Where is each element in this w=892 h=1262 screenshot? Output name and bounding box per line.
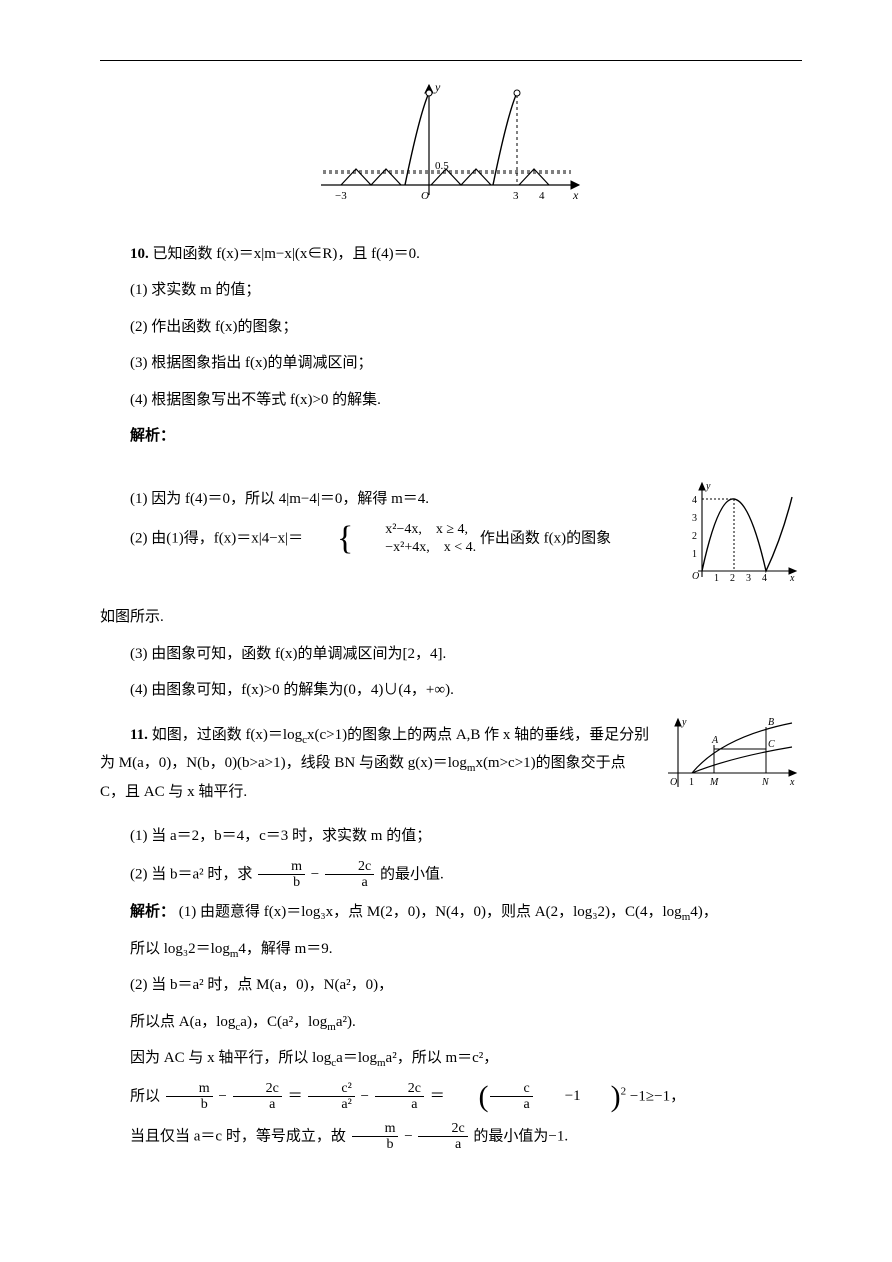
figure-2: 43 21 12 34 O x y bbox=[684, 477, 802, 596]
figure-3: A B C M N O x y 1 bbox=[662, 713, 802, 806]
svg-text:0.5: 0.5 bbox=[435, 160, 449, 172]
q11-s6: 当且仅当 a＝c 时，等号成立，故 mb − 2ca 的最小值为−1. bbox=[100, 1121, 802, 1153]
svg-text:y: y bbox=[681, 717, 687, 728]
q10-number: 10. bbox=[130, 246, 149, 262]
q10-s3: (3) 由图象可知，函数 f(x)的单调减区间为[2，4]. bbox=[100, 640, 802, 669]
q11-stem-row: 11. 如图，过函数 f(x)＝logcx(c>1)的图象上的两点 A,B 作 … bbox=[100, 713, 802, 815]
q11-s4a: 因为 AC 与 x 轴平行，所以 log bbox=[130, 1050, 331, 1066]
svg-text:N: N bbox=[761, 777, 770, 788]
q11-s3b: a)，C(a²，log bbox=[240, 1014, 327, 1030]
q11-s5a: 所以 bbox=[130, 1088, 160, 1104]
q11-s1b: 4)， bbox=[690, 904, 718, 920]
q10-p4: (4) 根据图象写出不等式 f(x)>0 的解集. bbox=[100, 386, 802, 415]
svg-text:x: x bbox=[789, 777, 795, 788]
q10-sol-row: (1) 因为 f(4)＝0，所以 4|m−4|＝0，解得 m＝4. (2) 由(… bbox=[100, 477, 802, 596]
svg-text:4: 4 bbox=[692, 495, 697, 506]
q11-s5-frac4: 2ca bbox=[375, 1081, 424, 1113]
q10-s2-case-top: x²−4x, x ≥ 4, bbox=[355, 521, 476, 539]
svg-text:O: O bbox=[670, 777, 677, 788]
svg-text:O: O bbox=[421, 190, 429, 202]
svg-text:B: B bbox=[768, 717, 774, 728]
q11-stem-a: 如图，过函数 f(x)＝log bbox=[152, 727, 302, 743]
q10-stem: 10. 已知函数 f(x)＝x|m−x|(x∈R)，且 f(4)＝0. bbox=[100, 240, 802, 269]
q11-s1c: 所以 log₃2＝logm4，解得 m＝9. bbox=[100, 935, 802, 964]
svg-text:x: x bbox=[789, 573, 795, 584]
svg-text:y: y bbox=[434, 80, 441, 94]
q11-s6b: 的最小值为−1. bbox=[473, 1128, 568, 1144]
q11-s5-tail: −1≥−1， bbox=[630, 1088, 685, 1104]
q10-s2-cases: { x²−4x, x ≥ 4, −x²+4x, x < 4. bbox=[307, 521, 476, 557]
q11-s6a: 当且仅当 a＝c 时，等号成立，故 bbox=[130, 1128, 346, 1144]
q10-sol-label: 解析： bbox=[100, 422, 802, 451]
q11-number: 11. bbox=[130, 727, 148, 743]
q10-p1: (1) 求实数 m 的值； bbox=[100, 276, 802, 305]
q11-s3c: a²). bbox=[336, 1014, 356, 1030]
q11-s5: 所以 mb − 2ca ＝ c²a² − 2ca ＝ ( ca −1 ) 2 −… bbox=[100, 1081, 802, 1113]
q10-s1: (1) 因为 f(4)＝0，所以 4|m−4|＝0，解得 m＝4. bbox=[100, 485, 672, 514]
svg-text:C: C bbox=[768, 739, 775, 750]
q11-s3a: 所以点 A(a，log bbox=[130, 1014, 235, 1030]
q10-p3: (3) 根据图象指出 f(x)的单调减区间； bbox=[100, 349, 802, 378]
svg-text:y: y bbox=[705, 481, 711, 492]
page-top-rule bbox=[100, 60, 802, 61]
svg-text:2: 2 bbox=[730, 573, 735, 584]
q11-p2-frac2: 2ca bbox=[325, 859, 374, 891]
q10-stem-text: 已知函数 f(x)＝x|m−x|(x∈R)，且 f(4)＝0. bbox=[153, 246, 420, 262]
q11-p2-frac1: mb bbox=[258, 859, 305, 891]
svg-text:O: O bbox=[692, 571, 699, 582]
svg-text:3: 3 bbox=[513, 190, 519, 202]
q11-s1c-text: 所以 log₃2＝log bbox=[130, 941, 230, 957]
q11-p2-a: (2) 当 b＝a² 时，求 bbox=[130, 866, 252, 882]
q11-sub-m2: m bbox=[682, 911, 691, 923]
q11-p2-minus: − bbox=[311, 866, 319, 882]
fig1-svg: y x −3 O 3 4 0.5 bbox=[311, 77, 591, 207]
q11-s1d: 4，解得 m＝9. bbox=[238, 941, 332, 957]
svg-text:4: 4 bbox=[539, 190, 545, 202]
svg-text:3: 3 bbox=[692, 513, 697, 524]
q11-s4b: a＝log bbox=[336, 1050, 377, 1066]
q11-s5-paren: ( ca −1 ) bbox=[448, 1081, 620, 1113]
q11-s6-frac1: mb bbox=[352, 1121, 399, 1153]
svg-text:M: M bbox=[709, 777, 719, 788]
fig2-svg: 43 21 12 34 O x y bbox=[684, 477, 802, 585]
q10-s2: (2) 由(1)得，f(x)＝x|4−x|＝ { x²−4x, x ≥ 4, −… bbox=[100, 521, 672, 557]
q10-s2b: 作出函数 f(x)的图象 bbox=[480, 531, 611, 547]
fig3-svg: A B C M N O x y 1 bbox=[662, 713, 802, 795]
q11-s5-frac1: mb bbox=[166, 1081, 213, 1113]
q11-s6-frac2: 2ca bbox=[418, 1121, 467, 1153]
svg-text:4: 4 bbox=[762, 573, 767, 584]
q11-stem: 11. 如图，过函数 f(x)＝logcx(c>1)的图象上的两点 A,B 作 … bbox=[100, 721, 650, 807]
svg-text:A: A bbox=[711, 735, 719, 746]
q11-s5-frac2: 2ca bbox=[233, 1081, 282, 1113]
q10-p2: (2) 作出函数 f(x)的图象； bbox=[100, 313, 802, 342]
q11-s3: 所以点 A(a，logca)，C(a²，logma²). bbox=[100, 1008, 802, 1037]
q10-s4: (4) 由图象可知，f(x)>0 的解集为(0，4)∪(4，+∞). bbox=[100, 676, 802, 705]
q10-s2c: 如图所示. bbox=[100, 603, 802, 632]
svg-text:1: 1 bbox=[689, 777, 694, 788]
svg-text:3: 3 bbox=[746, 573, 751, 584]
q11-s4: 因为 AC 与 x 轴平行，所以 logca＝logma²，所以 m＝c²， bbox=[100, 1044, 802, 1073]
q11-sol-label: 解析： bbox=[130, 904, 175, 920]
q11-s5-frac3: c²a² bbox=[308, 1081, 354, 1113]
svg-text:−3: −3 bbox=[335, 190, 347, 202]
svg-text:2: 2 bbox=[692, 531, 697, 542]
q11-s1: 解析： (1) 由题意得 f(x)＝log₃x，点 M(2，0)，N(4，0)，… bbox=[100, 898, 802, 927]
svg-text:1: 1 bbox=[692, 549, 697, 560]
q11-sub-m5: m bbox=[377, 1057, 386, 1069]
q11-sub-m4: m bbox=[327, 1021, 336, 1033]
q10-s2-case-bot: −x²+4x, x < 4. bbox=[355, 539, 476, 557]
q11-s2: (2) 当 b＝a² 时，点 M(a，0)，N(a²，0)， bbox=[100, 971, 802, 1000]
q11-p1: (1) 当 a＝2，b＝4，c＝3 时，求实数 m 的值； bbox=[100, 822, 802, 851]
q11-s1a: (1) 由题意得 f(x)＝log₃x，点 M(2，0)，N(4，0)，则点 A… bbox=[179, 904, 682, 920]
q11-p2: (2) 当 b＝a² 时，求 mb − 2ca 的最小值. bbox=[100, 859, 802, 891]
svg-text:1: 1 bbox=[714, 573, 719, 584]
svg-text:x: x bbox=[572, 188, 579, 202]
q10-s2a: (2) 由(1)得，f(x)＝x|4−x|＝ bbox=[130, 531, 303, 547]
q11-s4c: a²，所以 m＝c²， bbox=[386, 1050, 499, 1066]
q11-p2-b: 的最小值. bbox=[380, 866, 444, 882]
figure-1: y x −3 O 3 4 0.5 bbox=[100, 77, 802, 218]
